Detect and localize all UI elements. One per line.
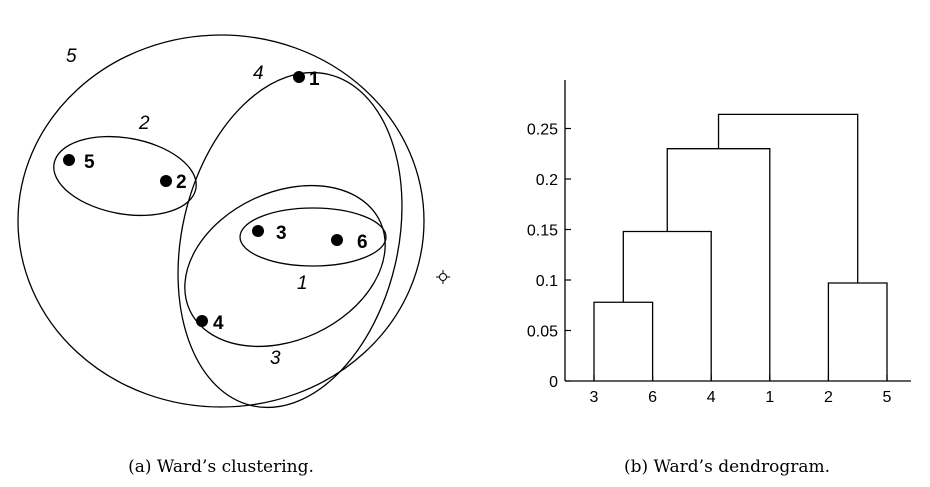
- point-4-label: 4: [213, 313, 224, 334]
- dendrogram-chart: 0 0.05 0.1 0.15 0.2 0.25 3 6 4 1 2 5: [527, 80, 911, 406]
- leaf-label-5: 5: [883, 389, 892, 406]
- clustering-diagram: 5 4 2 1 3 1 5 2 3 6 4: [17, 34, 425, 409]
- point-4: 4: [196, 313, 224, 334]
- y-axis-ticks: 0 0.05 0.1 0.15 0.2 0.25: [527, 122, 571, 391]
- cluster-1-outline: [239, 207, 387, 267]
- point-6-marker: [331, 234, 343, 246]
- y-tick-label: 0.15: [527, 223, 558, 240]
- point-5-marker: [63, 154, 75, 166]
- point-3: 3: [252, 223, 287, 244]
- point-1: 1: [293, 69, 320, 90]
- cluster-5-label: 5: [66, 46, 77, 67]
- dendrogram-merge-3: [666, 148, 771, 381]
- point-2-marker: [160, 175, 172, 187]
- y-tick-label: 0.05: [527, 324, 558, 341]
- leaf-label-1: 1: [765, 389, 774, 406]
- point-3-label: 3: [276, 223, 287, 244]
- cluster-2-label: 2: [138, 113, 150, 134]
- point-1-label: 1: [309, 69, 320, 90]
- cluster-4-label: 4: [253, 63, 264, 84]
- cluster-5-outline: [17, 34, 425, 408]
- leaf-label-2: 2: [824, 389, 833, 406]
- dendrogram-merge-2: [622, 230, 712, 381]
- point-6: 6: [331, 232, 368, 253]
- point-5: 5: [63, 152, 95, 173]
- leaf-label-4: 4: [707, 389, 716, 406]
- cluster-2-outline: [53, 135, 197, 217]
- x-axis-leaf-labels: 3 6 4 1 2 5: [590, 375, 892, 406]
- point-4-marker: [196, 315, 208, 327]
- cluster-3-outline: [184, 184, 386, 348]
- leaf-label-6: 6: [648, 389, 657, 406]
- y-tick-label: 0.2: [536, 172, 558, 189]
- caption-a: (a) Ward’s clustering.: [128, 457, 314, 477]
- dendrogram-merge-5: [717, 113, 859, 284]
- caption-b: (b) Ward’s dendrogram.: [624, 457, 830, 477]
- y-tick-label: 0.1: [536, 273, 558, 290]
- point-5-label: 5: [84, 152, 95, 173]
- point-6-label: 6: [357, 232, 368, 253]
- dendrogram-merge-4: [827, 282, 888, 381]
- y-tick-label: 0.25: [527, 122, 558, 139]
- point-1-marker: [293, 71, 305, 83]
- leaf-label-3: 3: [590, 389, 599, 406]
- dendrogram-merge-1: [593, 301, 654, 381]
- point-2-label: 2: [176, 172, 187, 193]
- y-tick-label: 0: [549, 374, 558, 391]
- cluster-1-label: 1: [297, 273, 308, 294]
- point-3-marker: [252, 225, 264, 237]
- crosshair-icon: [436, 270, 450, 284]
- cluster-3-label: 3: [270, 348, 281, 369]
- cluster-4-outline: [177, 71, 403, 409]
- point-2: 2: [160, 172, 187, 193]
- dendrogram-links: [593, 113, 888, 381]
